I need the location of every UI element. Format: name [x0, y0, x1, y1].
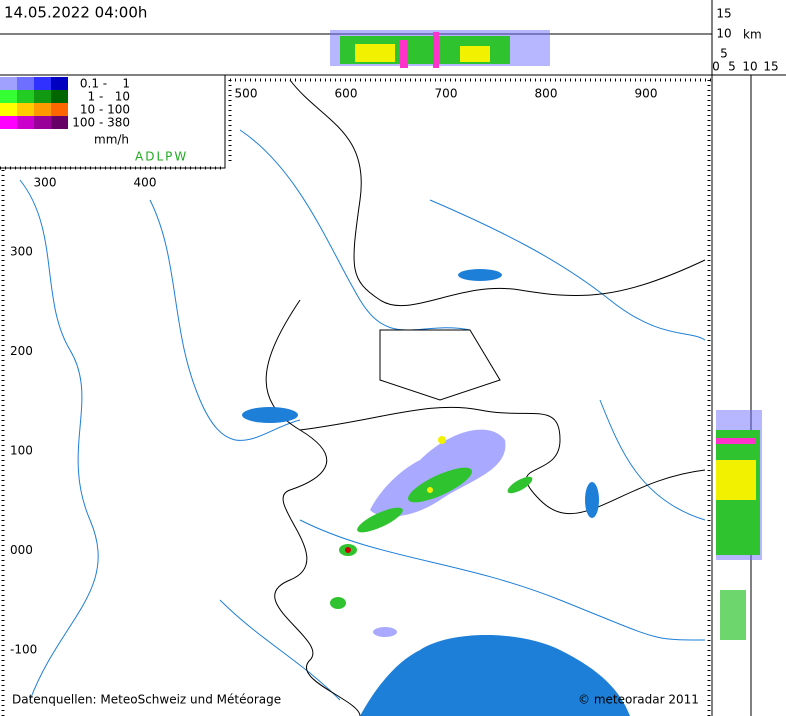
rivers	[19, 129, 706, 701]
x-label: 700	[435, 87, 458, 101]
x-label: 900	[635, 87, 658, 101]
y-label: -100	[10, 643, 37, 657]
y-label: 000	[10, 543, 33, 557]
legend-label: 0.1 - 1	[80, 77, 130, 91]
y-label: 200	[10, 344, 33, 358]
side-profile-echo	[716, 410, 762, 640]
copyright: © meteoradar 2011	[578, 693, 699, 707]
height-tick: 15	[716, 7, 731, 21]
height-unit: km	[743, 28, 762, 42]
x-label: 600	[335, 87, 358, 101]
radar-echo	[330, 429, 533, 637]
side-tick: 10	[742, 60, 757, 74]
y-label: 100	[10, 444, 33, 458]
height-tick: 5	[720, 47, 728, 61]
sources: Datenquellen: MeteoSchweiz und Météorage	[12, 693, 281, 707]
side-tick: 15	[763, 60, 778, 74]
legend-label: 1 - 10	[88, 90, 131, 104]
x-label: 800	[535, 87, 558, 101]
timestamp: 14.05.2022 04:00h	[4, 4, 147, 22]
legend-label: 10 - 100	[80, 103, 130, 117]
sensor-code: ADLPW	[135, 150, 188, 164]
side-tick: 5	[728, 60, 736, 74]
profile-echo	[330, 30, 550, 68]
x-label: 500	[235, 87, 258, 101]
x-label: 400	[134, 176, 157, 190]
lakes	[242, 269, 630, 716]
legend-label: 100 - 380	[72, 116, 130, 130]
y-label: 300	[10, 245, 33, 259]
x-label: 300	[34, 176, 57, 190]
legend-unit: mm/h	[94, 133, 129, 147]
side-tick: 0	[712, 60, 720, 74]
height-tick: 10	[716, 27, 731, 41]
legend-swatches	[0, 77, 68, 129]
